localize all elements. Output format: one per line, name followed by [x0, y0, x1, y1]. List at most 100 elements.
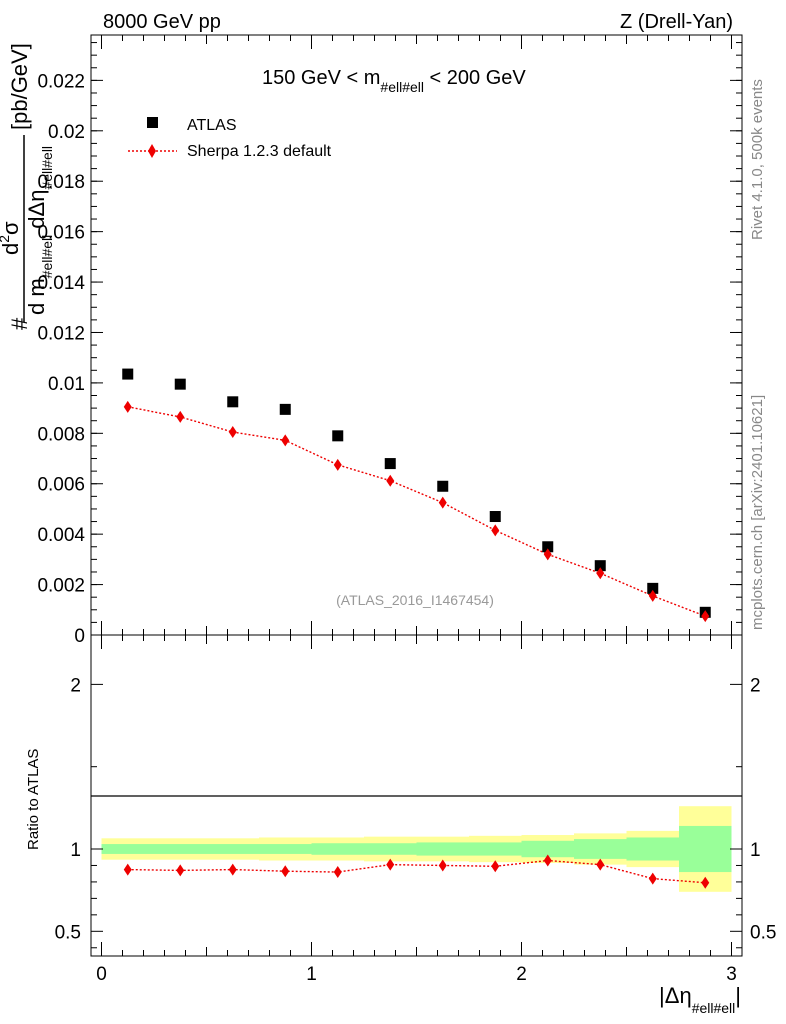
- ratio-stat-uncertainty-band: [416, 842, 469, 856]
- ratio-sherpa-point: [333, 866, 342, 879]
- ratio-sherpa-point: [438, 859, 447, 872]
- ratio-stat-uncertainty-band: [521, 840, 574, 858]
- ratio-stat-uncertainty-band: [574, 839, 627, 859]
- sherpa-point: [228, 426, 237, 439]
- main-y-label: # d2σ d m#ell#elldΔη#ell#ell [pb/GeV]: [0, 43, 55, 330]
- atlas-point: [332, 430, 344, 442]
- sherpa-point: [123, 400, 132, 413]
- main-data: [122, 368, 711, 623]
- atlas-point: [122, 368, 134, 380]
- legend-atlas-marker: [147, 117, 158, 128]
- main-y-tick-label: 0.01: [48, 374, 85, 395]
- y-label-numerator: d2σ: [0, 221, 23, 255]
- ratio-data: [123, 854, 710, 889]
- atlas-point: [647, 582, 659, 594]
- legend: ATLAS Sherpa 1.2.3 default: [128, 117, 332, 160]
- x-tick-label: 3: [726, 964, 737, 985]
- ratio-sherpa-point: [648, 872, 657, 885]
- ratio-y-tick-label-left: 0.5: [55, 922, 81, 943]
- ratio-stat-uncertainty-band: [311, 843, 364, 855]
- sherpa-point: [176, 410, 185, 423]
- atlas-point: [174, 378, 186, 390]
- ratio-stat-uncertainty-band: [364, 843, 417, 855]
- sherpa-point: [333, 458, 342, 471]
- ratio-sherpa-point: [386, 858, 395, 871]
- sherpa-point: [386, 474, 395, 487]
- atlas-point: [279, 403, 291, 415]
- ratio-y-tick-label-right: 0.5: [750, 922, 776, 943]
- plot-title-sub: #ell#ell: [380, 79, 424, 95]
- ratio-sherpa-point: [176, 864, 185, 877]
- atlas-point: [384, 458, 396, 470]
- sherpa-point: [596, 567, 605, 580]
- ratio-x-ticks: 0 1 2 3: [96, 635, 737, 985]
- sherpa-point: [543, 548, 552, 561]
- y-label-denominator: d m#ell#elldΔη#ell#ell: [24, 146, 55, 315]
- ratio-sherpa-point: [491, 860, 500, 873]
- ratio-y-tick-label-right: 2: [750, 675, 761, 696]
- ratio-sherpa-point: [543, 854, 552, 867]
- sherpa-point: [648, 589, 657, 602]
- sherpa-point: [438, 496, 447, 509]
- main-x-ticks: [101, 35, 732, 635]
- legend-atlas-label: ATLAS: [187, 117, 237, 134]
- ratio-y-tick-label-left: 1: [70, 840, 81, 861]
- ratio-stat-uncertainty-band: [626, 837, 679, 861]
- legend-sherpa-label: Sherpa 1.2.3 default: [187, 143, 332, 160]
- main-y-tick-label: 0.012: [37, 323, 85, 344]
- ratio-sherpa-line: [127, 859, 706, 884]
- atlas-point: [227, 396, 239, 408]
- ratio-stat-uncertainty-band: [679, 825, 732, 873]
- ratio-sherpa-point: [281, 865, 290, 878]
- ratio-stat-uncertainty-band: [101, 844, 154, 854]
- main-y-tick-label: 0.014: [37, 273, 85, 294]
- ratio-sherpa-point: [228, 863, 237, 876]
- atlas-point: [489, 511, 501, 523]
- main-y-tick-label: 0.016: [37, 223, 85, 244]
- sherpa-point: [701, 610, 710, 623]
- sherpa-point: [491, 524, 500, 537]
- x-tick-label: 1: [306, 964, 317, 985]
- ratio-sherpa-point: [123, 863, 132, 876]
- atlas-point: [542, 541, 554, 553]
- ratio-frame: [90, 634, 743, 957]
- legend-sherpa-marker: [148, 144, 156, 158]
- ratio-y-label: Ratio to ATLAS: [25, 749, 42, 850]
- header-right: Z (Drell-Yan): [620, 11, 733, 33]
- ratio-y-tick-label-right: 1: [750, 840, 761, 861]
- ratio-y-tick-label-left: 2: [70, 675, 81, 696]
- plot-title-tail: < 200 GeV: [424, 67, 526, 89]
- ratio-panel: 0.5 0.5 1 1 2 2 0 1 2 3 Ratio to ATLAS |Δη#ell#e…: [25, 634, 776, 1016]
- x-tick-label: 0: [96, 964, 107, 985]
- main-y-tick-label: 0.006: [37, 475, 85, 496]
- main-y-tick-label: 0.02: [48, 122, 85, 143]
- ratio-stat-uncertainty-band: [469, 842, 522, 856]
- main-y-tick-label: 0.002: [37, 576, 85, 597]
- x-axis-label: |Δη#ell#ell|: [659, 983, 741, 1016]
- analysis-watermark: (ATLAS_2016_I1467454): [336, 592, 494, 608]
- y-label-hash: #: [7, 317, 32, 330]
- ratio-sherpa-point: [596, 858, 605, 871]
- ratio-stat-uncertainty-band: [154, 844, 207, 854]
- sherpa-line: [127, 406, 706, 617]
- mcplots-label: mcplots.cern.ch [arXiv:2401.10621]: [749, 395, 766, 630]
- header-left: 8000 GeV pp: [103, 11, 221, 33]
- ratio-stat-uncertainty-band: [206, 844, 259, 854]
- main-y-tick-label: 0.004: [37, 525, 85, 546]
- y-label-units: [pb/GeV]: [7, 43, 32, 130]
- ratio-bands: [101, 806, 732, 892]
- main-y-ticks: 0 0.002 0.004 0.006 0.008 0.01 0.012 0.014 0.016…: [37, 42, 742, 647]
- atlas-point: [437, 480, 449, 492]
- sherpa-point: [281, 434, 290, 447]
- main-y-tick-label: 0.018: [37, 172, 85, 193]
- main-y-tick-label: 0.022: [37, 71, 85, 92]
- ratio-y-ticks: 0.5 0.5 1 1 2 2: [55, 675, 776, 949]
- plot-title-main: 150 GeV < m: [262, 67, 380, 89]
- ratio-stat-uncertainty-band: [259, 844, 312, 854]
- main-panel: 0 0.002 0.004 0.006 0.008 0.01 0.012 0.014 0.016…: [0, 34, 743, 647]
- plot-title: 150 GeV < m#ell#ell < 200 GeV: [262, 67, 526, 95]
- x-tick-label: 2: [516, 964, 527, 985]
- main-y-tick-label: 0: [74, 626, 85, 647]
- atlas-point: [594, 560, 606, 572]
